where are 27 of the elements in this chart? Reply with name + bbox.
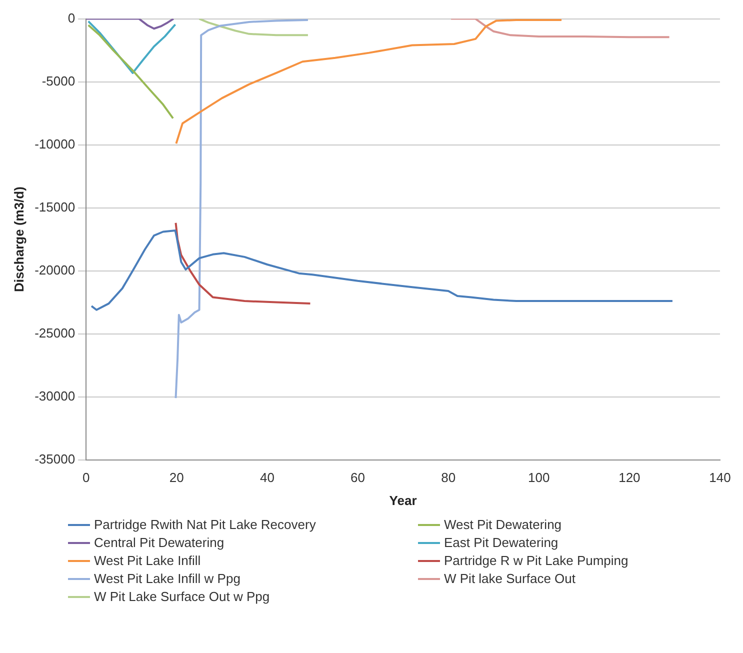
y-tick-label: -15000 [34,199,76,214]
x-tick-label: 60 [350,470,365,486]
y-tick-label: -10000 [34,136,76,152]
y-tick-label: 0 [68,10,76,26]
x-axis-title: Year [389,492,417,508]
x-tick-label: 20 [169,470,184,486]
legend-label: Central Pit Dewatering [94,535,224,550]
y-tick-label: -5000 [42,73,76,88]
legend-label: Partridge Rwith Nat Pit Lake Recovery [94,517,316,532]
x-tick-label: 80 [441,470,456,486]
y-axis-title: Discharge (m3/d) [11,186,26,292]
x-tick-label: 0 [82,470,90,486]
y-tick-label: -30000 [34,388,76,404]
y-tick-label: -25000 [34,325,76,340]
x-tick-label: 140 [709,470,731,486]
legend-label: East Pit Dewatering [444,535,558,550]
x-tick-label: 100 [528,470,550,486]
legend-label: West Pit Lake Infill [94,553,201,568]
x-tick-label: 40 [260,470,274,486]
legend-label: Partridge R w Pit Lake Pumping [444,553,628,568]
y-tick-label: -20000 [34,262,76,278]
legend-label: West Pit Lake Infill w Ppg [94,571,240,586]
legend-label: West Pit Dewatering [444,517,562,532]
legend-label: W Pit Lake Surface Out w Ppg [94,589,270,604]
legend-label: W Pit lake Surface Out [444,571,576,586]
x-tick-label: 120 [618,470,640,486]
y-tick-label: -35000 [34,451,76,466]
